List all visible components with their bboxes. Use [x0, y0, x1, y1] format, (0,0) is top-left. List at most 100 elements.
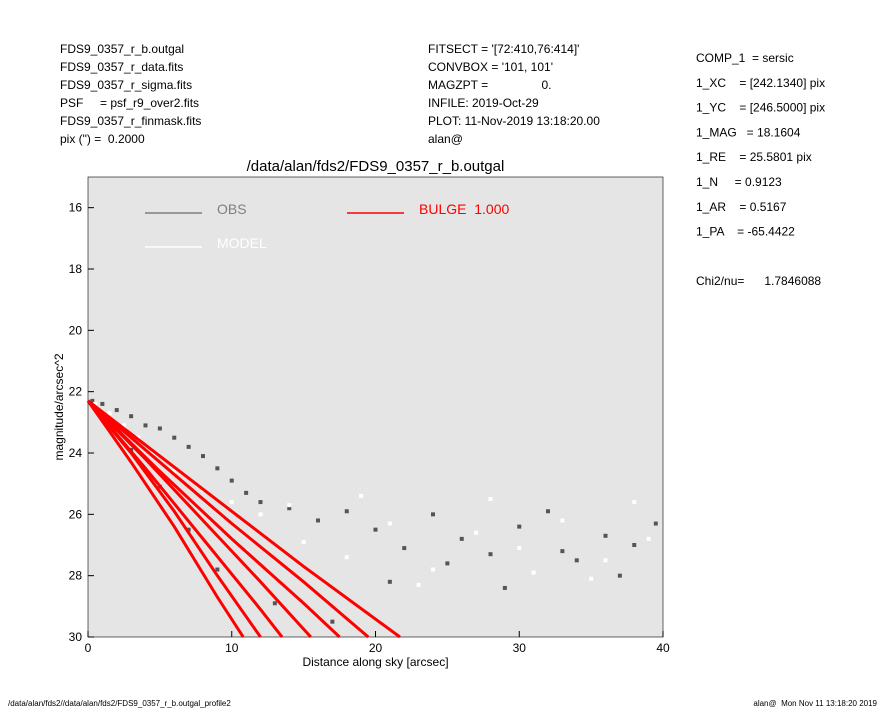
point: [215, 567, 220, 572]
point: [632, 543, 637, 547]
chi2: Chi2/nu= 1.7846088: [696, 274, 821, 288]
point: [431, 512, 435, 517]
y-tick-label: 26: [69, 507, 83, 521]
header-line: PLOT: 11-Nov-2019 13:18:20.00: [428, 114, 600, 128]
parameter: COMP_1 = sersic: [696, 51, 794, 65]
model-line: [86, 400, 245, 638]
point: [272, 601, 277, 606]
point: [632, 500, 637, 505]
point: [107, 411, 112, 416]
y-tick-label: 18: [69, 262, 83, 276]
point: [258, 500, 263, 505]
point: [244, 490, 249, 495]
point: [90, 398, 95, 403]
footer: /data/alan/fds2//data/alan/fds2/FDS9_035…: [8, 699, 231, 708]
point: [603, 558, 608, 563]
point: [287, 506, 292, 511]
point: [359, 493, 364, 498]
point: [157, 426, 162, 431]
y-tick-label: 16: [69, 201, 83, 215]
point: [459, 536, 464, 541]
x-tick-label: 30: [513, 641, 527, 655]
point: [560, 518, 565, 523]
point: [387, 521, 392, 526]
y-tick-label: 22: [69, 385, 83, 399]
point: [617, 573, 622, 578]
header-line: FDS9_0357_r_data.fits: [60, 60, 183, 74]
point: [546, 509, 550, 514]
point: [121, 423, 126, 428]
legend-label: MODEL: [217, 235, 267, 251]
point: [143, 423, 148, 428]
point: [316, 518, 320, 523]
chart-title: /data/alan/fds2/FDS9_0357_r_b.outgal: [247, 158, 505, 175]
point: [560, 549, 565, 554]
header-line: FDS9_0357_r_finmask.fits: [60, 114, 201, 128]
point: [186, 527, 191, 532]
point: [258, 512, 263, 517]
point: [589, 576, 594, 581]
x-tick-label: 10: [225, 641, 239, 655]
point: [488, 552, 493, 557]
point: [93, 401, 98, 406]
y-axis-label: magnitude/arcsec^2: [52, 353, 66, 460]
point: [445, 561, 450, 566]
point: [474, 530, 479, 535]
point: [416, 582, 421, 587]
point: [431, 567, 435, 572]
legend-label: BULGE 1.000: [419, 201, 509, 217]
point: [229, 478, 234, 483]
point: [172, 435, 177, 440]
point: [150, 451, 155, 455]
point: [229, 500, 234, 505]
parameter: 1_YC = [246.5000] pix: [696, 101, 825, 115]
parameter: 1_N = 0.9123: [696, 175, 782, 189]
x-tick-label: 0: [85, 641, 92, 655]
point: [201, 454, 205, 459]
point: [531, 570, 536, 575]
point: [215, 466, 220, 471]
point: [402, 546, 407, 551]
point: [517, 524, 522, 529]
header-line: FITSECT = '[72:410,76:414]': [428, 42, 579, 56]
point: [100, 401, 105, 406]
legend-label: OBS: [217, 201, 247, 217]
x-tick-label: 20: [369, 641, 383, 655]
point: [172, 469, 177, 474]
header-line: alan@: [428, 132, 463, 146]
parameter: 1_AR = 0.5167: [696, 200, 787, 214]
point: [517, 546, 522, 551]
point: [114, 408, 119, 413]
y-tick-label: 20: [69, 323, 83, 337]
footer: alan@ Mon Nov 11 13:18:20 2019: [753, 699, 877, 708]
y-tick-label: 30: [69, 630, 83, 644]
point: [373, 527, 378, 532]
model-line: [86, 399, 262, 638]
header-line: INFILE: 2019-Oct-29: [428, 96, 539, 110]
point: [344, 509, 349, 514]
point: [653, 521, 658, 526]
parameter: 1_MAG = 18.1604: [696, 125, 801, 139]
point: [301, 539, 306, 544]
model-line: [86, 399, 312, 639]
point: [603, 533, 608, 538]
x-tick-label: 40: [656, 641, 670, 655]
point: [344, 555, 349, 560]
parameter: 1_PA = -65.4422: [696, 225, 795, 239]
header-line: FDS9_0357_r_sigma.fits: [60, 78, 192, 92]
y-tick-label: 28: [69, 569, 83, 583]
point: [646, 536, 651, 541]
header-line: pix (") = 0.2000: [60, 132, 145, 146]
point: [129, 414, 134, 419]
point: [488, 497, 493, 501]
point: [387, 579, 392, 584]
parameter: 1_XC = [242.1340] pix: [696, 76, 825, 90]
plot-area: [87, 176, 664, 638]
point: [574, 558, 579, 563]
header-line: CONVBOX = '101, 101': [428, 60, 553, 74]
header-line: MAGZPT = 0.: [428, 78, 551, 92]
model-line: [87, 399, 370, 639]
point: [186, 444, 191, 449]
